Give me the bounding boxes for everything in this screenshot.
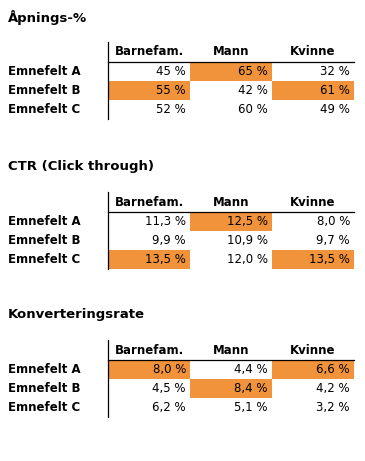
Text: 9,9 %: 9,9 % (152, 234, 186, 247)
Bar (190, 62, 272, 81)
Text: 42 %: 42 % (238, 84, 268, 97)
Text: 4,2 %: 4,2 % (316, 382, 350, 395)
Text: 9,7 %: 9,7 % (316, 234, 350, 247)
Text: Kvinne: Kvinne (290, 343, 336, 356)
Text: 65 %: 65 % (238, 65, 268, 78)
Text: 8,0 %: 8,0 % (316, 215, 350, 228)
Text: Mann: Mann (213, 343, 249, 356)
Text: Kvinne: Kvinne (290, 46, 336, 59)
Text: 55 %: 55 % (156, 84, 186, 97)
Text: Mann: Mann (213, 46, 249, 59)
Text: 52 %: 52 % (156, 103, 186, 116)
Text: 3,2 %: 3,2 % (316, 401, 350, 414)
Bar (272, 250, 354, 269)
Text: 10,9 %: 10,9 % (227, 234, 268, 247)
Bar (108, 250, 190, 269)
Text: Emnefelt B: Emnefelt B (8, 234, 81, 247)
Text: 13,5 %: 13,5 % (145, 253, 186, 266)
Text: 8,4 %: 8,4 % (234, 382, 268, 395)
Text: 4,5 %: 4,5 % (153, 382, 186, 395)
Text: Emnefelt B: Emnefelt B (8, 84, 81, 97)
Text: 45 %: 45 % (156, 65, 186, 78)
Text: 60 %: 60 % (238, 103, 268, 116)
Text: Barnefam.: Barnefam. (114, 343, 184, 356)
Text: Konverteringsrate: Konverteringsrate (8, 308, 145, 321)
Text: Emnefelt C: Emnefelt C (8, 401, 80, 414)
Text: Barnefam.: Barnefam. (114, 195, 184, 208)
Text: 12,0 %: 12,0 % (227, 253, 268, 266)
Text: Emnefelt A: Emnefelt A (8, 363, 81, 376)
Text: 49 %: 49 % (320, 103, 350, 116)
Bar (272, 81, 354, 100)
Text: 5,1 %: 5,1 % (234, 401, 268, 414)
Text: Emnefelt C: Emnefelt C (8, 103, 80, 116)
Text: Emnefelt B: Emnefelt B (8, 382, 81, 395)
Bar (272, 360, 354, 379)
Bar (108, 360, 190, 379)
Text: Emnefelt C: Emnefelt C (8, 253, 80, 266)
Text: 6,2 %: 6,2 % (152, 401, 186, 414)
Text: 61 %: 61 % (320, 84, 350, 97)
Text: Emnefelt A: Emnefelt A (8, 215, 81, 228)
Text: Åpnings-%: Åpnings-% (8, 10, 87, 25)
Bar (108, 81, 190, 100)
Text: 12,5 %: 12,5 % (227, 215, 268, 228)
Bar (190, 212, 272, 231)
Text: Barnefam.: Barnefam. (114, 46, 184, 59)
Text: Mann: Mann (213, 195, 249, 208)
Text: 8,0 %: 8,0 % (153, 363, 186, 376)
Text: Emnefelt A: Emnefelt A (8, 65, 81, 78)
Text: Kvinne: Kvinne (290, 195, 336, 208)
Text: CTR (Click through): CTR (Click through) (8, 160, 154, 173)
Bar (190, 379, 272, 398)
Text: 32 %: 32 % (320, 65, 350, 78)
Text: 13,5 %: 13,5 % (309, 253, 350, 266)
Text: 6,6 %: 6,6 % (316, 363, 350, 376)
Text: 4,4 %: 4,4 % (234, 363, 268, 376)
Text: 11,3 %: 11,3 % (145, 215, 186, 228)
